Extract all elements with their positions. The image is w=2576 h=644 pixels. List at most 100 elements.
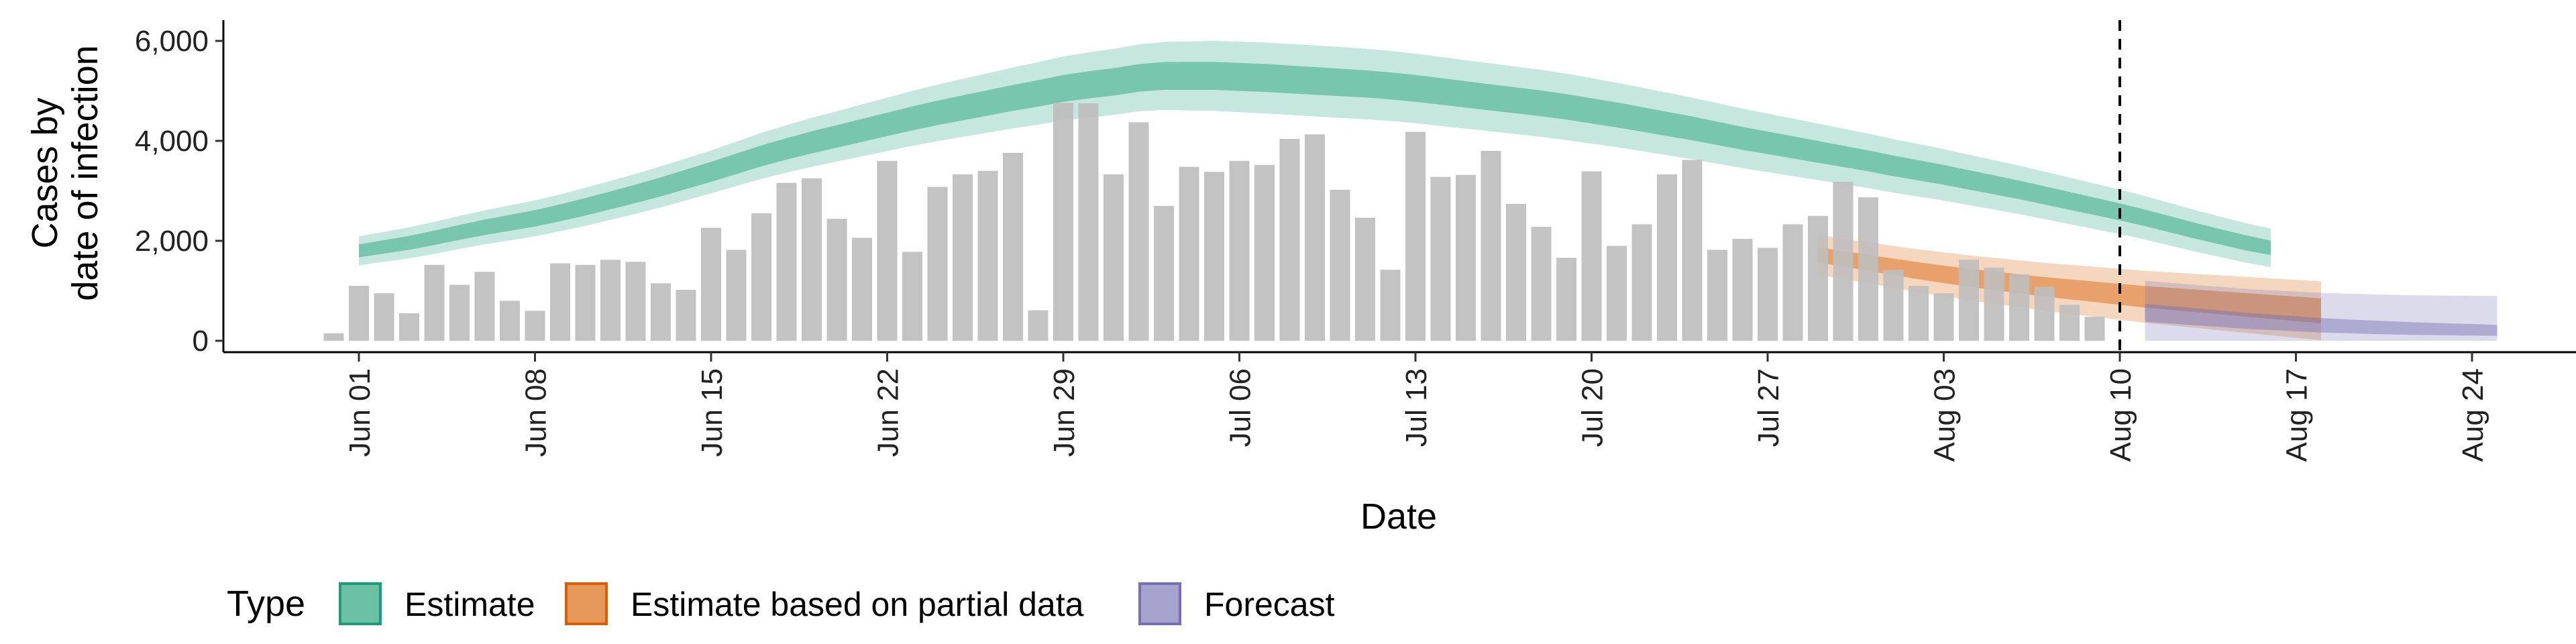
bar <box>927 186 948 341</box>
bar <box>1405 131 1426 341</box>
x-tick-label: Jul 20 <box>1576 368 1609 447</box>
bar <box>1933 293 1954 341</box>
bar <box>2059 305 2080 341</box>
bar <box>449 284 470 341</box>
bar <box>1782 224 1803 341</box>
bar <box>2034 286 2055 341</box>
bar <box>575 264 596 341</box>
x-tick-label: Jun 08 <box>520 368 553 457</box>
bar <box>826 219 847 341</box>
bar <box>525 311 545 341</box>
x-tick-label: Jun 29 <box>1048 368 1081 457</box>
bar <box>1104 174 1124 341</box>
bar <box>651 283 671 341</box>
bar <box>1430 176 1451 341</box>
bar <box>1078 103 1099 341</box>
bar <box>1179 166 1199 341</box>
bar <box>1657 174 1677 341</box>
axes <box>222 20 2576 354</box>
bar <box>1581 171 1602 341</box>
bar <box>1682 160 1703 341</box>
bar <box>500 301 520 341</box>
legend: Type Estimate Estimate based on partial d… <box>227 582 1335 625</box>
bar <box>1959 260 1979 341</box>
y-axis-title-line-2: date of infection <box>65 45 105 301</box>
legend-label: Estimate <box>405 586 535 623</box>
x-tick-label: Jun 22 <box>872 368 905 457</box>
x-tick-label: Jun 15 <box>696 368 729 457</box>
x-tick-label: Aug 24 <box>2457 368 2489 462</box>
bar <box>751 213 771 341</box>
bar <box>977 170 998 341</box>
legend-label: Forecast <box>1204 586 1335 623</box>
bar <box>877 160 898 341</box>
bar <box>1028 310 1049 341</box>
bar <box>399 313 419 341</box>
bar <box>1833 182 1854 341</box>
bar <box>802 178 822 341</box>
x-tick-label: Jul 06 <box>1224 368 1257 447</box>
bar <box>1053 103 1073 341</box>
bar <box>1128 122 1149 341</box>
bar <box>1858 197 1878 341</box>
x-axis-title: Date <box>1360 496 1437 537</box>
estimate-bands <box>359 41 2498 341</box>
bar <box>1984 268 2004 341</box>
bar <box>1707 250 1727 341</box>
bar <box>726 250 747 341</box>
bar <box>349 286 369 341</box>
bar <box>323 333 344 341</box>
band-inner-1 <box>1818 247 2321 323</box>
y-tick-label: 6,000 <box>135 25 209 58</box>
bar <box>1883 270 1904 341</box>
bar <box>852 237 872 341</box>
bar <box>1481 150 1501 341</box>
x-ticks: Jun 01 Jun 08 Jun 15 Jun 22 Jun 29 Jul 06 Jul … <box>343 352 2489 462</box>
x-tick-label: Aug 17 <box>2281 368 2314 462</box>
bar <box>1631 224 1652 341</box>
bar <box>1330 190 1350 341</box>
bars <box>323 103 2105 341</box>
bar <box>1003 152 1023 341</box>
y-ticks: 0 2,000 4,000 6,000 <box>135 25 223 358</box>
y-axis-title-line-1: Cases by <box>25 97 65 248</box>
y-tick-label: 2,000 <box>135 225 209 258</box>
y-tick-label: 0 <box>193 325 209 358</box>
legend-key <box>1138 582 1181 625</box>
bar <box>625 262 646 341</box>
x-tick-label: Jul 13 <box>1400 368 1433 447</box>
bar <box>2084 317 2105 341</box>
bar <box>1279 139 1300 341</box>
bar <box>374 293 394 341</box>
bar <box>1506 203 1526 341</box>
band-inner-2 <box>2145 303 2498 336</box>
bar <box>1305 134 1325 341</box>
bar <box>1758 248 1778 341</box>
bar <box>902 252 922 341</box>
bar <box>1531 227 1552 341</box>
x-tick-label: Aug 03 <box>1929 368 1962 462</box>
x-tick-label: Jul 27 <box>1752 368 1785 447</box>
bar <box>1254 164 1275 341</box>
bar <box>1607 246 1627 341</box>
bar <box>1204 172 1224 341</box>
bar <box>600 260 621 341</box>
x-tick-label: Aug 10 <box>2104 368 2137 462</box>
legend-key <box>339 582 382 625</box>
bar <box>676 290 696 341</box>
band-outer-1 <box>1818 235 2321 341</box>
bar <box>1909 286 1929 341</box>
bar <box>953 174 973 341</box>
band-inner-0 <box>359 62 2271 258</box>
legend-title: Type <box>227 584 305 624</box>
bar <box>1355 217 1375 341</box>
legend-key <box>565 582 608 625</box>
band-outer-0 <box>359 41 2271 268</box>
bar <box>1556 258 1576 341</box>
bar <box>550 263 570 341</box>
band-outer-2 <box>2145 280 2498 341</box>
bar <box>424 264 445 341</box>
bar <box>2009 274 2029 341</box>
bar <box>1380 270 1401 341</box>
